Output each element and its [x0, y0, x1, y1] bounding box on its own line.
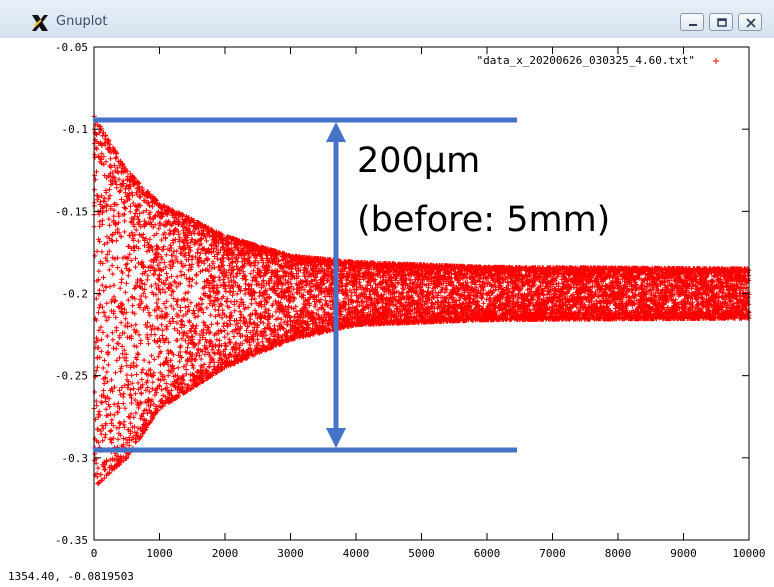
- close-icon: [746, 18, 756, 28]
- annotation-line2: (before: 5mm): [357, 200, 610, 240]
- axes: -0.35 -0.3 -0.25 -0.2 -0.15 -0.1 -0.05 0 1000 200…: [55, 41, 766, 560]
- y-tick-label: -0.05: [55, 41, 88, 54]
- annotation-line1: 200μm: [357, 141, 480, 181]
- range-annotation: 200μm (before: 5mm): [93, 117, 610, 453]
- status-bar: 1354.40, -0.0819503: [0, 567, 774, 587]
- window-title: Gnuplot: [56, 14, 108, 29]
- legend-marker: [713, 58, 719, 64]
- y-tick-label: -0.1: [62, 123, 89, 136]
- x-tick-label: 6000: [474, 547, 501, 560]
- arrow-head-up: [326, 122, 346, 142]
- close-button[interactable]: [738, 13, 762, 31]
- gnuplot-x-icon: [32, 15, 48, 31]
- x-tick-label: 4000: [343, 547, 370, 560]
- plot-area[interactable]: -0.35 -0.3 -0.25 -0.2 -0.15 -0.1 -0.05 0 1000 200…: [0, 38, 774, 567]
- minimize-icon: [689, 24, 697, 26]
- legend-label: "data_x_20200626_030325_4.60.txt": [476, 54, 695, 67]
- chart: -0.35 -0.3 -0.25 -0.2 -0.15 -0.1 -0.05 0 1000 200…: [55, 41, 766, 560]
- minimize-button[interactable]: [680, 13, 704, 31]
- x-tick-label: 0: [91, 547, 98, 560]
- x-tick-label: 5000: [408, 547, 435, 560]
- y-tick-label: -0.2: [62, 288, 89, 301]
- y-tick-label: -0.25: [55, 370, 88, 383]
- x-tick-label: 8000: [605, 547, 632, 560]
- y-tick-label: -0.3: [62, 452, 89, 465]
- title-bar[interactable]: Gnuplot: [0, 0, 774, 39]
- maximize-button[interactable]: [709, 13, 733, 31]
- x-tick-label: 1000: [146, 547, 173, 560]
- x-tick-label: 2000: [212, 547, 239, 560]
- y-tick-label: -0.15: [55, 205, 88, 218]
- legend: "data_x_20200626_030325_4.60.txt": [476, 54, 719, 67]
- cursor-coordinates: 1354.40, -0.0819503: [8, 570, 134, 583]
- y-tick-label: -0.35: [55, 534, 88, 547]
- x-tick-label: 3000: [277, 547, 304, 560]
- x-tick-label: 10000: [732, 547, 765, 560]
- arrow-head-down: [326, 428, 346, 448]
- x-tick-label: 7000: [539, 547, 566, 560]
- x-tick-label: 9000: [670, 547, 697, 560]
- maximize-icon: [717, 18, 727, 27]
